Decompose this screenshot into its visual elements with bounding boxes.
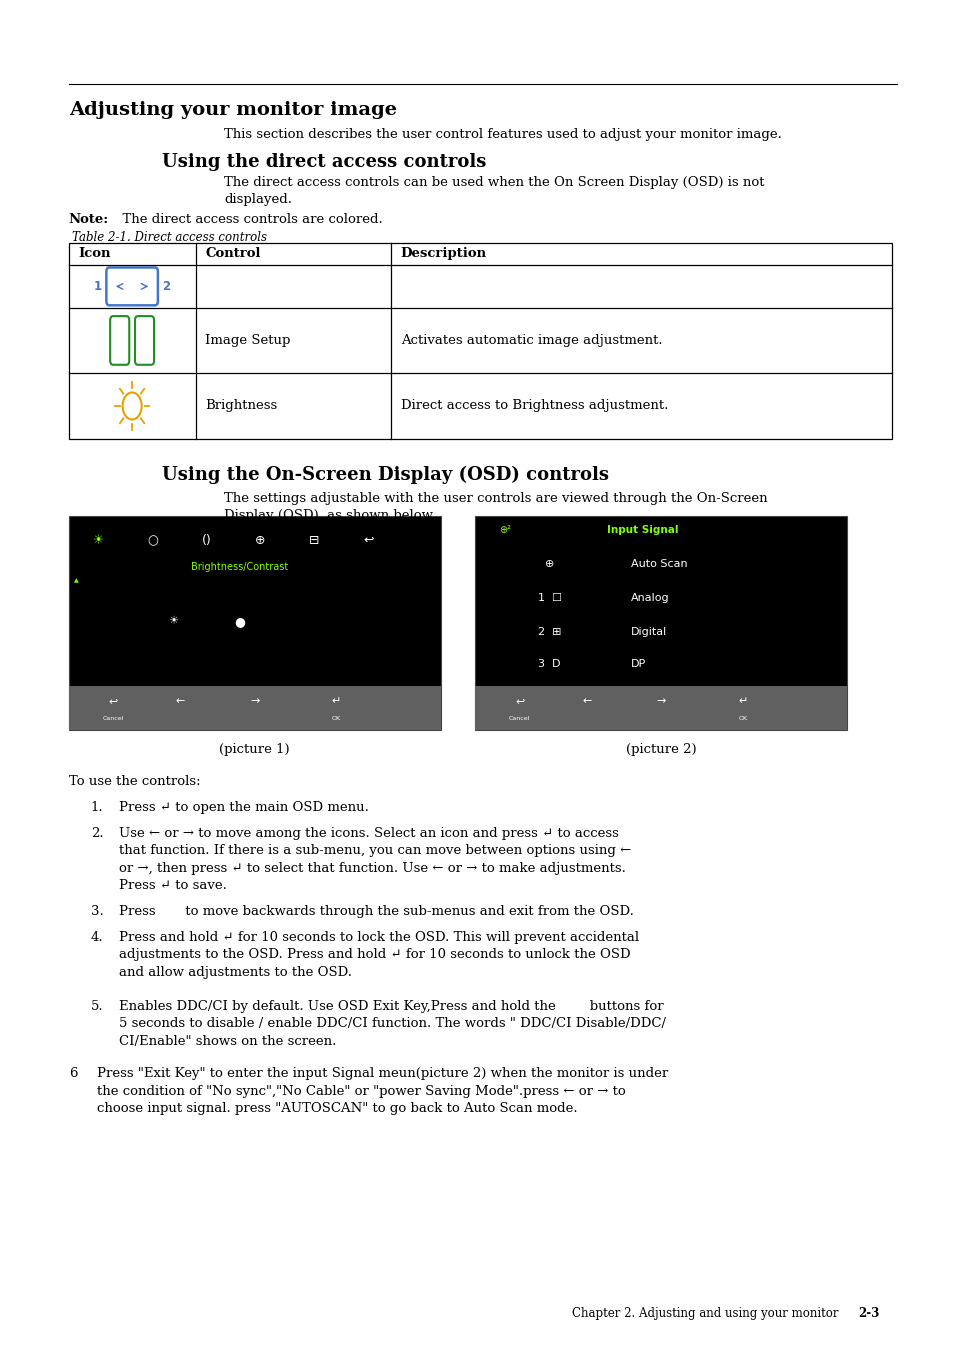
Text: ←: ←: [175, 696, 185, 707]
Text: Using the On-Screen Display (OSD) controls: Using the On-Screen Display (OSD) contro…: [162, 466, 609, 485]
Text: Icon: Icon: [78, 247, 111, 261]
Text: ⊟: ⊟: [309, 534, 319, 547]
Text: 1: 1: [93, 280, 102, 293]
Text: OK: OK: [738, 716, 747, 721]
Text: 3.: 3.: [91, 905, 103, 919]
Bar: [69, 686, 440, 730]
Text: This section describes the user control features used to adjust your monitor ima: This section describes the user control …: [224, 128, 781, 142]
Text: Press ↵ to open the main OSD menu.: Press ↵ to open the main OSD menu.: [119, 801, 369, 815]
Text: Brightness: Brightness: [205, 400, 277, 412]
Text: ↩: ↩: [515, 696, 524, 707]
Text: ○: ○: [147, 534, 157, 547]
Text: 1.: 1.: [91, 801, 103, 815]
Text: ☀: ☀: [92, 534, 104, 547]
Text: The direct access controls are colored.: The direct access controls are colored.: [114, 213, 383, 227]
Text: 6: 6: [69, 1067, 77, 1081]
Text: Brightness/Contrast: Brightness/Contrast: [191, 562, 288, 573]
Text: ⊕²: ⊕²: [498, 524, 510, 535]
Text: ↩: ↩: [109, 696, 118, 707]
Text: 2-3: 2-3: [858, 1306, 879, 1320]
Text: The settings adjustable with the user controls are viewed through the On-Screen
: The settings adjustable with the user co…: [224, 492, 767, 521]
Text: Using the direct access controls: Using the direct access controls: [162, 153, 486, 170]
Text: Digital: Digital: [631, 627, 667, 636]
Text: Cancel: Cancel: [103, 716, 124, 721]
Text: ←: ←: [581, 696, 591, 707]
Text: Cancel: Cancel: [509, 716, 530, 721]
Text: ●: ●: [234, 615, 245, 628]
Text: ⊕: ⊕: [544, 559, 554, 569]
Text: 2  ⊞: 2 ⊞: [537, 627, 560, 636]
Text: 5.: 5.: [91, 1000, 103, 1013]
Text: Chapter 2. Adjusting and using your monitor: Chapter 2. Adjusting and using your moni…: [572, 1306, 838, 1320]
Text: ⊕: ⊕: [254, 534, 265, 547]
Text: 1  ☐: 1 ☐: [537, 593, 561, 603]
Text: ▲: ▲: [73, 578, 78, 584]
Text: 4.: 4.: [91, 931, 103, 944]
Text: Description: Description: [400, 247, 486, 261]
Text: ↵: ↵: [332, 696, 341, 707]
Text: The direct access controls can be used when the On Screen Display (OSD) is not
d: The direct access controls can be used w…: [224, 176, 764, 205]
Text: 3  D: 3 D: [537, 659, 560, 669]
Bar: [69, 243, 891, 439]
Text: (picture 2): (picture 2): [625, 743, 696, 757]
Text: Direct access to Brightness adjustment.: Direct access to Brightness adjustment.: [400, 400, 667, 412]
Text: Use ← or → to move among the icons. Select an icon and press ↵ to access
that fu: Use ← or → to move among the icons. Sele…: [119, 827, 631, 892]
Text: 2: 2: [162, 280, 171, 293]
Text: →: →: [250, 696, 259, 707]
Text: ↩: ↩: [362, 534, 373, 547]
Text: Activates automatic image adjustment.: Activates automatic image adjustment.: [400, 334, 661, 347]
Text: Table 2-1. Direct access controls: Table 2-1. Direct access controls: [71, 231, 266, 245]
Text: Adjusting your monitor image: Adjusting your monitor image: [69, 101, 396, 119]
Text: (picture 1): (picture 1): [219, 743, 290, 757]
Text: Input Signal: Input Signal: [606, 524, 678, 535]
Text: →: →: [656, 696, 665, 707]
Text: Press "Exit Key" to enter the input Signal meun(picture 2) when the monitor is u: Press "Exit Key" to enter the input Sign…: [97, 1067, 668, 1116]
Text: Control: Control: [205, 247, 260, 261]
Bar: [69, 516, 440, 730]
Bar: [475, 686, 846, 730]
Text: DP: DP: [631, 659, 646, 669]
Text: 2.: 2.: [91, 827, 103, 840]
Text: Note:: Note:: [69, 213, 109, 227]
Text: (): (): [201, 534, 211, 547]
Text: Press and hold ↵ for 10 seconds to lock the OSD. This will prevent accidental
ad: Press and hold ↵ for 10 seconds to lock …: [119, 931, 639, 979]
Text: To use the controls:: To use the controls:: [69, 775, 200, 789]
Text: Image Setup: Image Setup: [205, 334, 290, 347]
Text: Analog: Analog: [631, 593, 669, 603]
Bar: [475, 516, 846, 730]
Text: Press       to move backwards through the sub-menus and exit from the OSD.: Press to move backwards through the sub-…: [119, 905, 634, 919]
Text: ☀: ☀: [168, 616, 177, 627]
Text: ↵: ↵: [738, 696, 747, 707]
Text: Enables DDC/CI by default. Use OSD Exit Key,Press and hold the        buttons fo: Enables DDC/CI by default. Use OSD Exit …: [119, 1000, 665, 1048]
Text: Auto Scan: Auto Scan: [631, 559, 687, 569]
Text: OK: OK: [332, 716, 341, 721]
